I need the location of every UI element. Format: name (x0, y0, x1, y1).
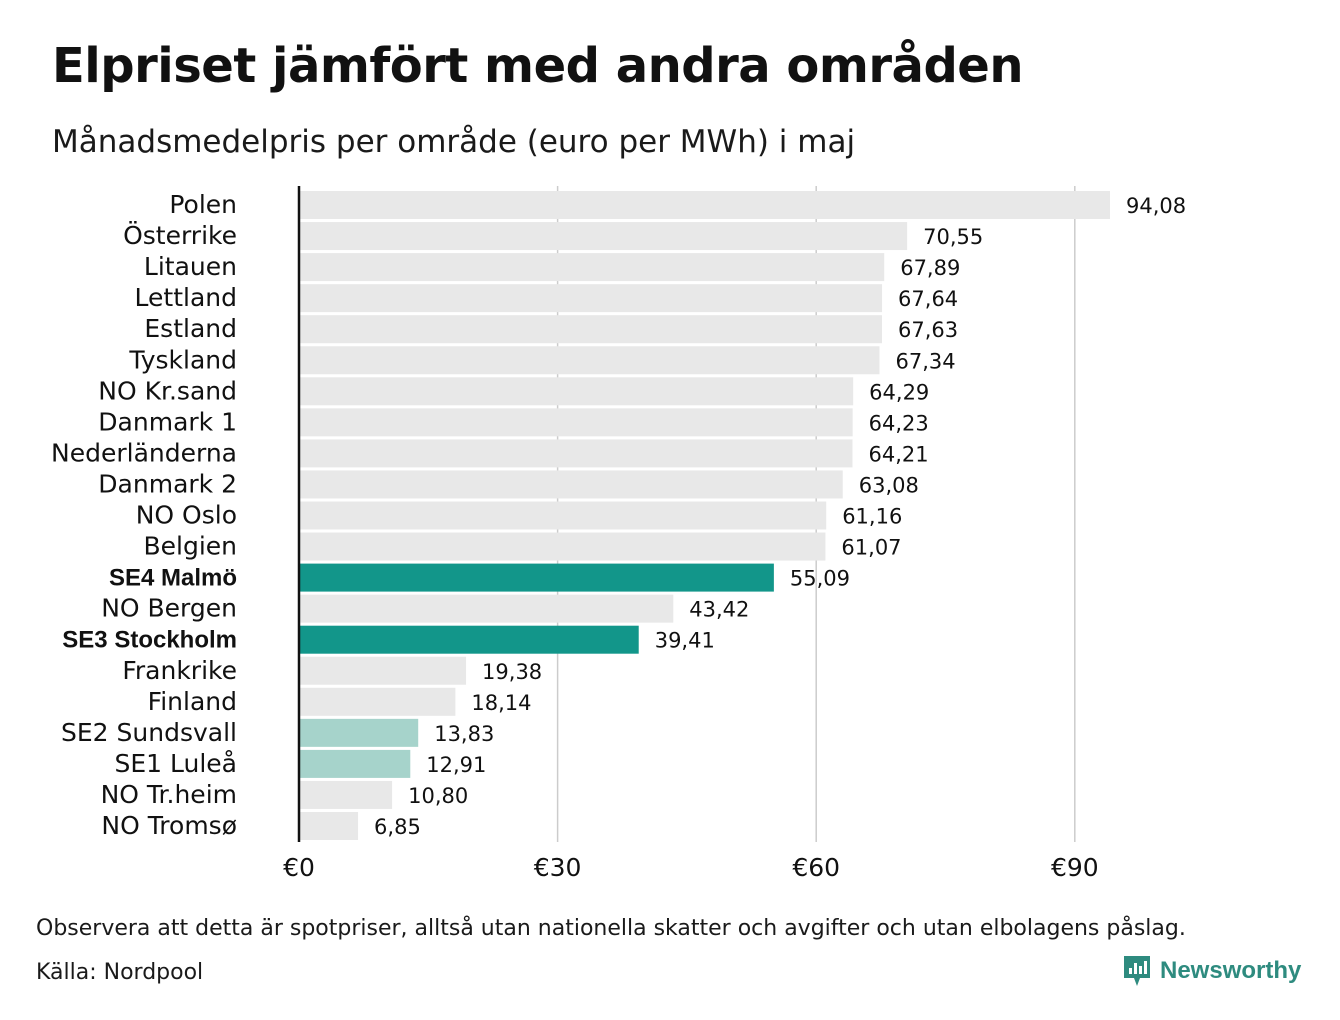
category-label: Finland (148, 687, 237, 716)
value-label: 67,89 (900, 256, 960, 280)
category-label: NO Tromsø (101, 811, 237, 840)
category-label: Polen (169, 190, 237, 219)
x-tick-label: €60 (792, 853, 840, 882)
category-label: Frankrike (122, 656, 237, 685)
bar (299, 780, 393, 809)
category-label: Litauen (144, 252, 237, 281)
value-label: 67,63 (898, 318, 958, 342)
x-axis-ticks: €0 €30 €60 €90 (283, 853, 1099, 882)
brand-name: Newsworthy (1160, 957, 1302, 984)
bar (299, 812, 359, 840)
value-label: 63,08 (859, 473, 919, 497)
value-label: 39,41 (655, 629, 715, 653)
category-label: NO Kr.sand (98, 376, 237, 405)
category-label: SE4 Malmö (109, 565, 237, 592)
value-label: 55,09 (790, 567, 850, 591)
bar (299, 191, 1110, 219)
chart-subtitle: Månadsmedelpris per område (euro per MWh… (52, 124, 856, 160)
x-tick-label: €0 (283, 853, 315, 882)
category-label: NO Oslo (136, 501, 237, 530)
value-label: 64,23 (869, 411, 929, 435)
category-label: NO Bergen (101, 594, 237, 623)
value-label: 12,91 (426, 753, 486, 777)
bar (299, 687, 456, 716)
category-label: Estland (144, 314, 237, 343)
value-label: 13,83 (434, 722, 494, 746)
category-label: SE1 Luleå (115, 749, 238, 778)
value-label: 19,38 (482, 660, 542, 684)
value-label: 67,34 (895, 349, 955, 373)
bar (299, 656, 467, 685)
bar (299, 501, 827, 530)
value-label: 18,14 (471, 691, 531, 715)
bar (299, 594, 674, 623)
bar (299, 253, 885, 282)
x-tick-label: €30 (534, 853, 582, 882)
chart-title: Elpriset jämfört med andra områden (52, 38, 1024, 94)
category-label: Danmark 2 (98, 469, 237, 498)
category-labels: PolenÖsterrikeLitauenLettlandEstlandTysk… (51, 190, 237, 840)
bars (299, 191, 1110, 840)
bar (299, 346, 880, 375)
category-label: Belgien (143, 532, 237, 561)
bar (299, 563, 774, 592)
value-label: 67,64 (898, 287, 958, 311)
bar (299, 222, 908, 251)
bar (299, 377, 854, 406)
footnote: Observera att detta är spotpriser, allts… (36, 916, 1186, 941)
value-label: 70,55 (923, 225, 983, 249)
value-label: 94,08 (1126, 194, 1186, 218)
value-label: 61,16 (842, 505, 902, 529)
value-label: 10,80 (408, 784, 468, 808)
bar (299, 408, 853, 437)
category-label: NO Tr.heim (101, 780, 237, 809)
value-label: 64,21 (868, 442, 928, 466)
source-credit: Källa: Nordpool (36, 960, 204, 985)
newsworthy-logo-icon (1124, 956, 1150, 986)
bar (299, 439, 853, 468)
category-label: SE2 Sundsvall (61, 718, 237, 747)
category-label: Tyskland (128, 345, 237, 374)
category-label: SE3 Stockholm (62, 627, 237, 654)
bar (299, 284, 883, 313)
x-tick-label: €90 (1051, 853, 1099, 882)
value-label: 6,85 (374, 815, 421, 839)
bar (299, 718, 419, 747)
value-labels: 94,08 70,55 67,89 67,64 67,63 67,34 64,29 64,23… (374, 194, 1186, 839)
category-label: Österrike (123, 221, 237, 250)
bar (299, 315, 882, 344)
bar (299, 625, 639, 654)
category-label: Danmark 1 (98, 407, 237, 436)
category-label: Nederländerna (51, 438, 237, 467)
value-label: 61,07 (841, 536, 901, 560)
bar (299, 749, 411, 778)
category-label: Lettland (135, 283, 237, 312)
bar (299, 532, 826, 561)
value-label: 43,42 (689, 598, 749, 622)
bar (299, 470, 843, 499)
newsworthy-logo: Newsworthy (1122, 954, 1301, 988)
value-label: 64,29 (869, 380, 929, 404)
bar-chart: PolenÖsterrikeLitauenLettlandEstlandTysk… (51, 186, 1186, 882)
